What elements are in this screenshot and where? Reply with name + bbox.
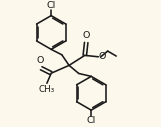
- Text: O: O: [83, 31, 90, 40]
- Text: O: O: [99, 52, 106, 61]
- Text: CH₃: CH₃: [38, 85, 55, 94]
- Text: O: O: [37, 56, 44, 65]
- Text: Cl: Cl: [47, 1, 56, 10]
- Text: Cl: Cl: [87, 116, 96, 125]
